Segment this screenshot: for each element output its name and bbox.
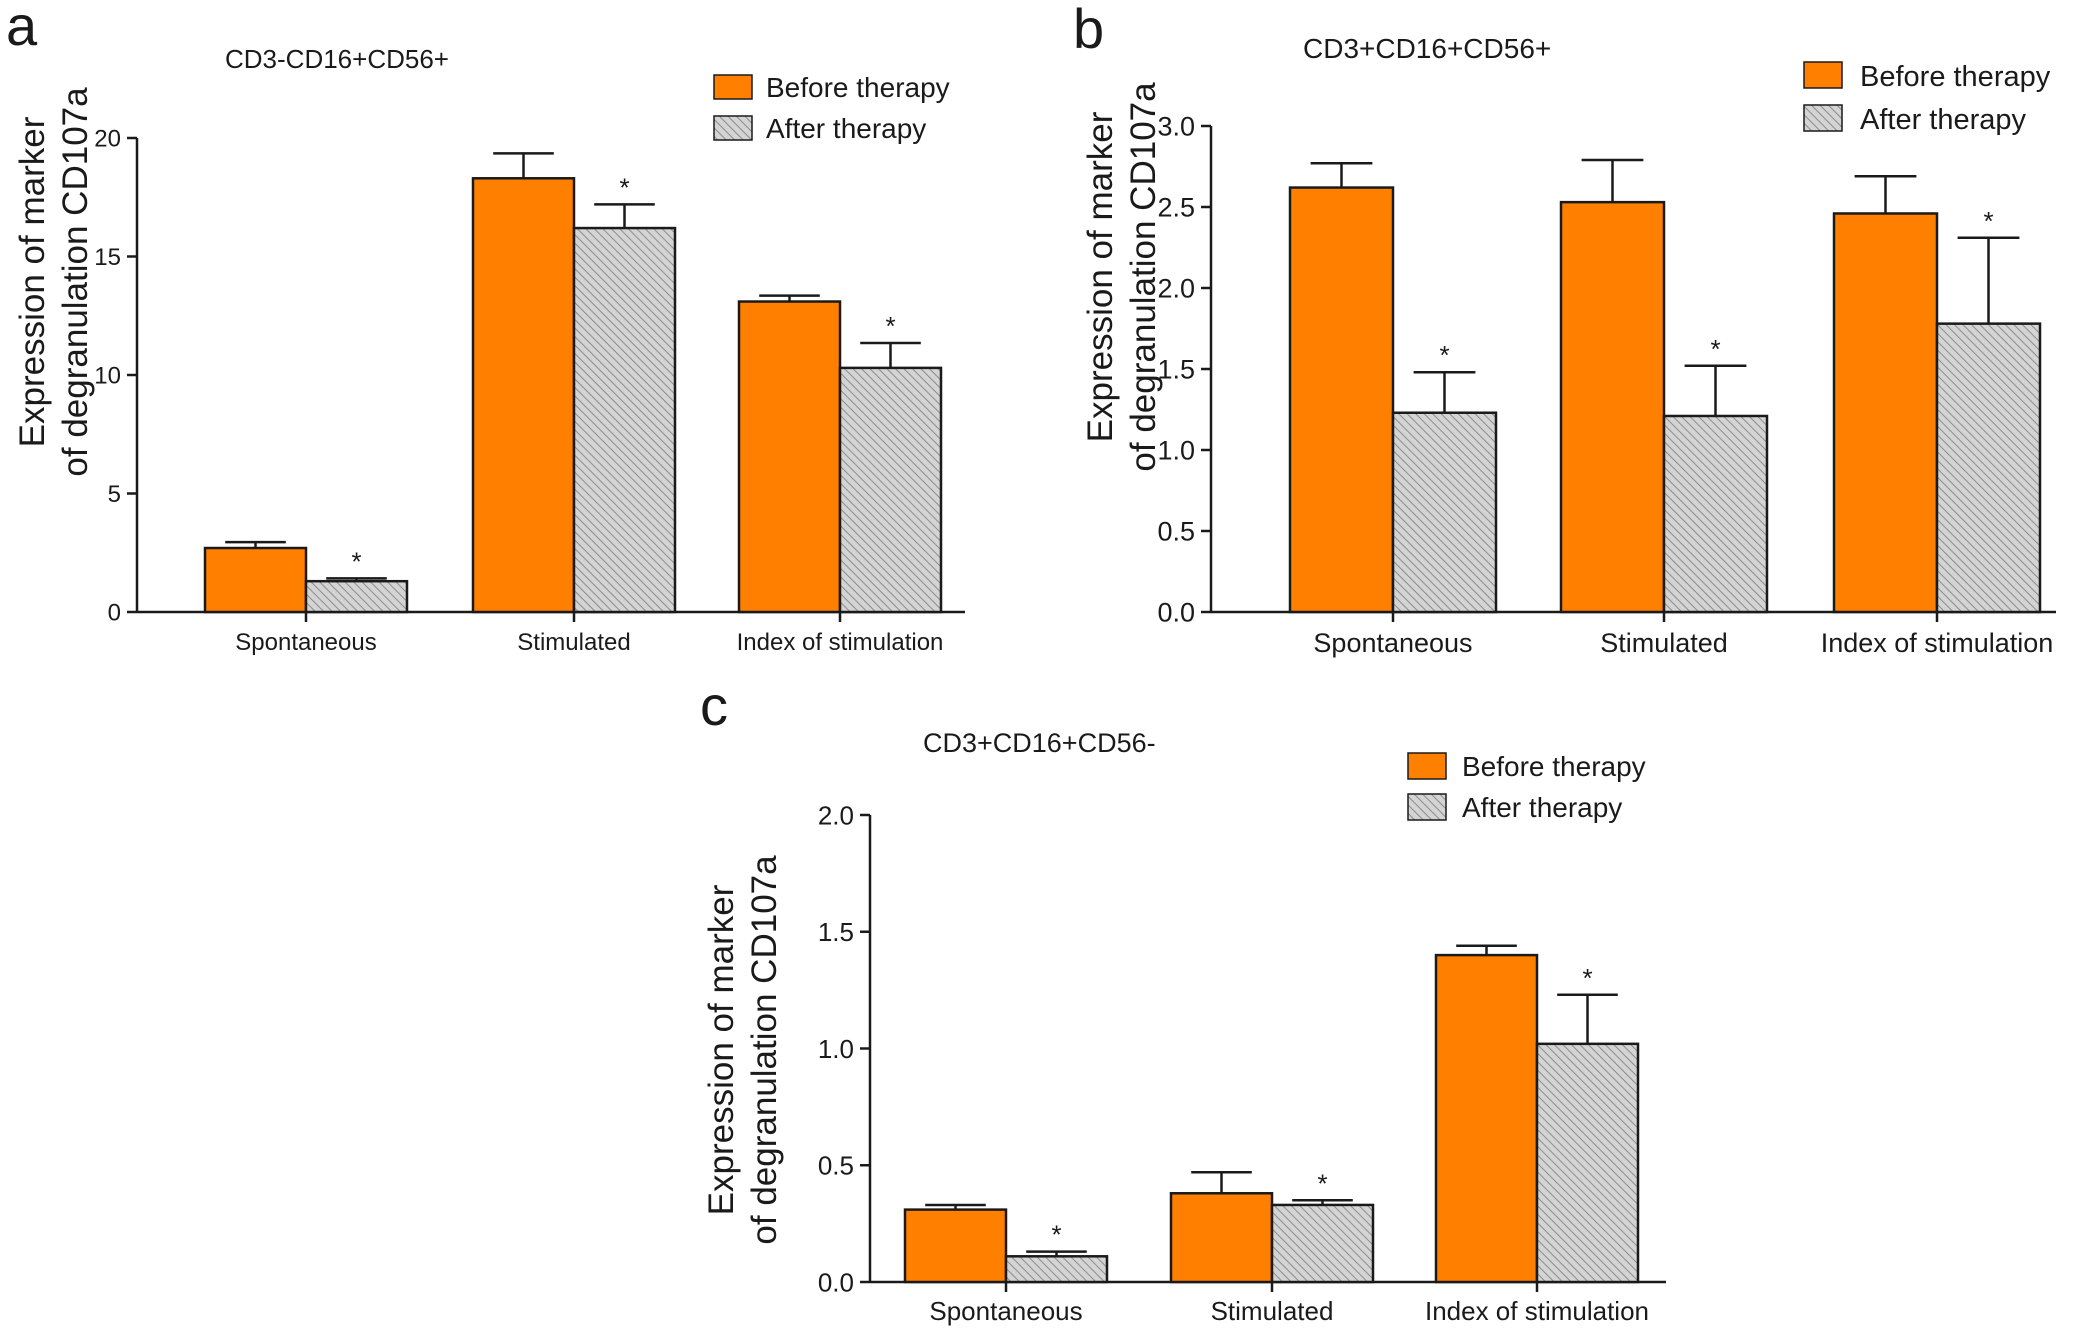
bar-after-therapy xyxy=(1391,411,1498,614)
x-tick-label: Spontaneous xyxy=(929,1296,1082,1326)
legend-swatch-before xyxy=(1803,61,1843,89)
bar-before-therapy xyxy=(1434,953,1539,1284)
bar-after-therapy xyxy=(1535,1042,1640,1284)
bar-before-therapy xyxy=(903,1208,1008,1284)
y-tick-label: 0.0 xyxy=(1157,598,1195,628)
panel-b-letter: b xyxy=(1073,0,1104,60)
x-tick-label: Stimulated xyxy=(517,629,630,656)
y-tick-label: 1.0 xyxy=(818,1034,854,1064)
y-tick-label: 1.5 xyxy=(818,917,854,947)
x-tick-label: Index of stimulation xyxy=(1425,1296,1649,1326)
y-tick-label: 5 xyxy=(108,481,121,508)
panel-c-letter: c xyxy=(700,674,728,737)
legend-swatch-before xyxy=(1407,752,1447,780)
panel-b: b CD3+CD16+CD56+ Expression of marker of… xyxy=(1073,0,2056,658)
bar-before-therapy xyxy=(1832,212,1939,614)
panel-b-title: CD3+CD16+CD56+ xyxy=(1303,33,1551,64)
panel-a-legend: Before therapy After therapy xyxy=(713,72,950,144)
bar-after-therapy xyxy=(572,226,677,614)
bar-before-therapy xyxy=(737,300,842,614)
panel-b-legend: Before therapy After therapy xyxy=(1803,61,2051,136)
y-tick-label: 0.0 xyxy=(818,1267,854,1297)
bar-after-therapy xyxy=(304,579,409,614)
panel-a-ylabel-line2: of degranulation CD107a xyxy=(56,87,95,477)
significance-marker: * xyxy=(1983,206,1993,236)
y-tick-label: 0.5 xyxy=(1157,517,1195,547)
panel-c: c CD3+CD16+CD56- Expression of marker of… xyxy=(700,674,1666,1326)
bar-before-therapy xyxy=(203,546,308,614)
bar-before-therapy xyxy=(471,177,576,614)
y-tick-label: 20 xyxy=(94,126,121,153)
x-tick-label: Index of stimulation xyxy=(737,629,944,656)
y-tick-label: 2.0 xyxy=(1157,274,1195,304)
panel-a-plot: 0 5 10 15 20 * Spontaneous * Stimulated * Index of… xyxy=(94,126,965,656)
significance-marker: * xyxy=(1582,963,1592,993)
significance-marker: * xyxy=(351,546,361,576)
panel-c-ylabel-line2: of degranulation CD107a xyxy=(745,855,784,1245)
x-tick-label: Stimulated xyxy=(1600,628,1728,658)
y-tick-label: 2.0 xyxy=(818,800,854,830)
legend-label-before: Before therapy xyxy=(1462,751,1646,782)
panel-c-legend: Before therapy After therapy xyxy=(1407,751,1646,823)
y-tick-label: 1.5 xyxy=(1157,355,1195,385)
bar-after-therapy xyxy=(1935,322,2042,614)
y-tick-label: 2.5 xyxy=(1157,193,1195,223)
y-tick-label: 3.0 xyxy=(1157,112,1195,142)
bar-after-therapy xyxy=(1270,1203,1375,1284)
x-tick-label: Index of stimulation xyxy=(1821,628,2054,658)
legend-label-before: Before therapy xyxy=(1860,61,2051,93)
significance-marker: * xyxy=(1051,1220,1061,1250)
bar-before-therapy xyxy=(1559,200,1666,614)
panel-c-title: CD3+CD16+CD56- xyxy=(923,728,1156,758)
bar-before-therapy xyxy=(1169,1192,1274,1284)
legend-label-after: After therapy xyxy=(1462,792,1622,823)
legend-swatch-after xyxy=(1407,793,1447,821)
significance-marker: * xyxy=(1317,1168,1327,1198)
x-tick-label: Stimulated xyxy=(1211,1296,1334,1326)
legend-swatch-after xyxy=(1803,104,1843,132)
significance-marker: * xyxy=(1439,340,1449,370)
y-tick-label: 10 xyxy=(94,363,121,390)
panel-a: a CD3-CD16+CD56+ Expression of marker of… xyxy=(6,0,965,656)
significance-marker: * xyxy=(619,172,629,202)
panel-c-plot: 0.0 0.5 1.0 1.5 2.0 * Spontaneous * Stimulated * I… xyxy=(818,800,1666,1326)
panel-a-ylabel-line1: Expression of marker xyxy=(13,116,52,447)
legend-label-before: Before therapy xyxy=(766,72,950,103)
y-tick-label: 1.0 xyxy=(1157,436,1195,466)
bar-after-therapy xyxy=(1004,1255,1109,1284)
panel-b-ylabel-line1: Expression of marker xyxy=(1081,111,1120,442)
x-tick-label: Spontaneous xyxy=(235,629,376,656)
legend-label-after: After therapy xyxy=(766,113,926,144)
bar-after-therapy xyxy=(1662,414,1769,614)
significance-marker: * xyxy=(1710,334,1720,364)
x-tick-label: Spontaneous xyxy=(1313,628,1472,658)
panel-b-plot: 0.0 0.5 1.0 1.5 2.0 2.5 3.0 * Spontaneous * Stimul… xyxy=(1157,112,2056,658)
panel-a-letter: a xyxy=(6,0,38,57)
legend-swatch-before xyxy=(713,74,753,100)
significance-marker: * xyxy=(885,311,895,341)
bar-after-therapy xyxy=(838,366,943,614)
panel-a-title: CD3-CD16+CD56+ xyxy=(225,44,449,74)
panel-c-ylabel-line1: Expression of marker xyxy=(702,884,741,1215)
legend-swatch-after xyxy=(713,115,753,141)
bar-before-therapy xyxy=(1288,186,1395,614)
panel-b-ylabel-line2: of degranulation CD107a xyxy=(1124,82,1163,472)
y-tick-label: 15 xyxy=(94,244,121,271)
y-tick-label: 0 xyxy=(108,600,121,627)
legend-label-after: After therapy xyxy=(1860,104,2027,136)
y-tick-label: 0.5 xyxy=(818,1151,854,1181)
